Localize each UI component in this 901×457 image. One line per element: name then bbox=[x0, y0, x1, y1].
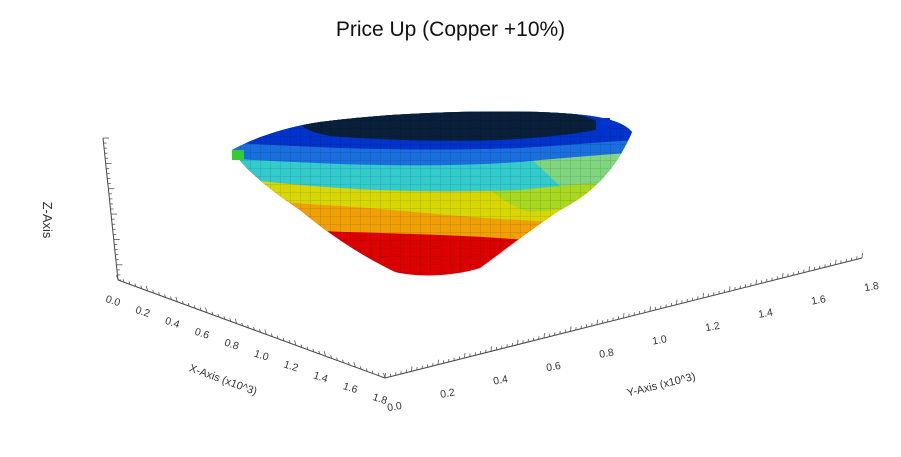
x-axis-tick bbox=[134, 283, 137, 287]
pit-voxel-outlier bbox=[596, 118, 610, 130]
x-tick-label: 0.2 bbox=[134, 304, 152, 320]
x-axis-tick bbox=[342, 359, 344, 363]
pit-voxel-rim bbox=[232, 150, 244, 160]
x-axis-tick bbox=[259, 329, 261, 333]
y-tick-label: 0.2 bbox=[439, 387, 456, 401]
y-axis-tick bbox=[596, 319, 598, 325]
x-axis-tick bbox=[122, 279, 125, 283]
y-tick-label: 1.6 bbox=[810, 293, 827, 307]
y-axis-tick bbox=[384, 372, 386, 379]
y-axis-tick bbox=[835, 259, 837, 265]
y-tick-label: 0.0 bbox=[386, 400, 403, 414]
y-axis-tick bbox=[411, 366, 413, 372]
x-axis-tick bbox=[217, 313, 220, 318]
x-axis-tick bbox=[300, 344, 303, 348]
y-axis-tick bbox=[861, 252, 863, 259]
y-axis-tick bbox=[623, 312, 625, 319]
x-axis-tick bbox=[199, 307, 202, 311]
y-tick-label: 1.0 bbox=[651, 333, 668, 347]
y-axis-tick bbox=[570, 326, 572, 332]
x-axis-tick bbox=[336, 357, 338, 361]
x-axis-tick bbox=[181, 300, 184, 305]
x-axis-tick bbox=[377, 372, 380, 376]
y-tick-label: 0.6 bbox=[545, 360, 562, 374]
y-axis-tick bbox=[649, 306, 651, 312]
y-axis-tick bbox=[517, 339, 519, 345]
x-axis-tick bbox=[164, 294, 166, 298]
x-axis-tick bbox=[359, 366, 362, 370]
y-tick-label: 1.2 bbox=[704, 320, 721, 334]
x-axis-tick bbox=[175, 296, 178, 302]
x-axis-tick bbox=[365, 368, 368, 372]
y-axis-label: Y-Axis (x10^3) bbox=[626, 371, 697, 400]
y-axis-tick bbox=[729, 286, 731, 292]
x-tick-label: 0.8 bbox=[223, 337, 241, 353]
x-axis-tick bbox=[306, 346, 309, 350]
x-axis-label: X-Axis (x10^3) bbox=[188, 362, 259, 398]
x-axis-tick bbox=[247, 324, 249, 329]
x-axis-tick bbox=[294, 340, 297, 346]
x-axis-tick bbox=[323, 351, 327, 357]
y-axis-tick bbox=[782, 272, 784, 279]
x-axis-tick bbox=[116, 274, 119, 281]
x-axis-tick bbox=[353, 361, 356, 368]
x-axis-tick bbox=[193, 305, 196, 309]
x-axis-tick bbox=[318, 350, 321, 355]
y-axis-tick bbox=[543, 332, 545, 339]
y-axis-tick bbox=[676, 299, 678, 305]
z-axis-label: Z-Axis bbox=[40, 202, 55, 239]
y-axis-tick bbox=[702, 292, 704, 299]
x-axis-tick bbox=[330, 355, 332, 359]
x-axis-tick bbox=[288, 340, 291, 344]
y-axis-tick bbox=[755, 279, 757, 285]
x-axis-tick bbox=[264, 329, 267, 335]
y-axis-tick bbox=[464, 352, 466, 359]
x-tick-label: 0.0 bbox=[104, 293, 122, 309]
x-axis-line bbox=[117, 279, 386, 379]
x-axis-tick bbox=[276, 335, 279, 339]
x-tick-label: 0.4 bbox=[163, 315, 181, 331]
x-axis-tick bbox=[253, 326, 255, 331]
x-axis-tick bbox=[187, 303, 190, 307]
chart-title: Price Up (Copper +10%) bbox=[335, 18, 566, 41]
x-axis-tick bbox=[371, 370, 374, 374]
y-tick-label: 1.8 bbox=[863, 280, 880, 294]
x-tick-label: 1.0 bbox=[252, 348, 270, 364]
x-axis-tick bbox=[205, 307, 208, 313]
x-axis-tick bbox=[128, 281, 131, 285]
axis-ticks bbox=[103, 137, 863, 379]
y-tick-label: 0.4 bbox=[492, 373, 509, 387]
x-axis-tick bbox=[140, 285, 143, 289]
x-axis-tick bbox=[158, 292, 160, 296]
x-tick-label: 1.2 bbox=[282, 359, 300, 375]
y-tick-label: 0.8 bbox=[598, 347, 615, 361]
y-tick-label: 1.4 bbox=[757, 307, 774, 321]
x-axis-tick bbox=[270, 333, 273, 337]
y-axis-tick bbox=[490, 346, 492, 352]
x-axis-tick bbox=[145, 285, 149, 292]
x-tick-label: 1.6 bbox=[341, 380, 359, 396]
x-axis-tick bbox=[211, 311, 214, 315]
x-tick-label: 1.4 bbox=[312, 369, 330, 385]
x-tick-label: 0.6 bbox=[193, 326, 211, 342]
y-axis-tick bbox=[808, 266, 810, 272]
x-axis-tick bbox=[282, 337, 285, 342]
x-axis-tick bbox=[234, 318, 238, 324]
x-axis-tick bbox=[348, 361, 350, 366]
x-axis-tick bbox=[241, 322, 243, 326]
x-axis-tick bbox=[170, 296, 172, 300]
y-axis-tick bbox=[437, 359, 439, 365]
x-tick-label: 1.8 bbox=[371, 391, 389, 407]
x-axis-tick bbox=[152, 289, 154, 294]
x-axis-tick bbox=[312, 348, 315, 352]
x-axis-tick bbox=[229, 318, 232, 322]
pit-voxel-body bbox=[232, 111, 632, 276]
x-axis-tick bbox=[223, 316, 226, 320]
